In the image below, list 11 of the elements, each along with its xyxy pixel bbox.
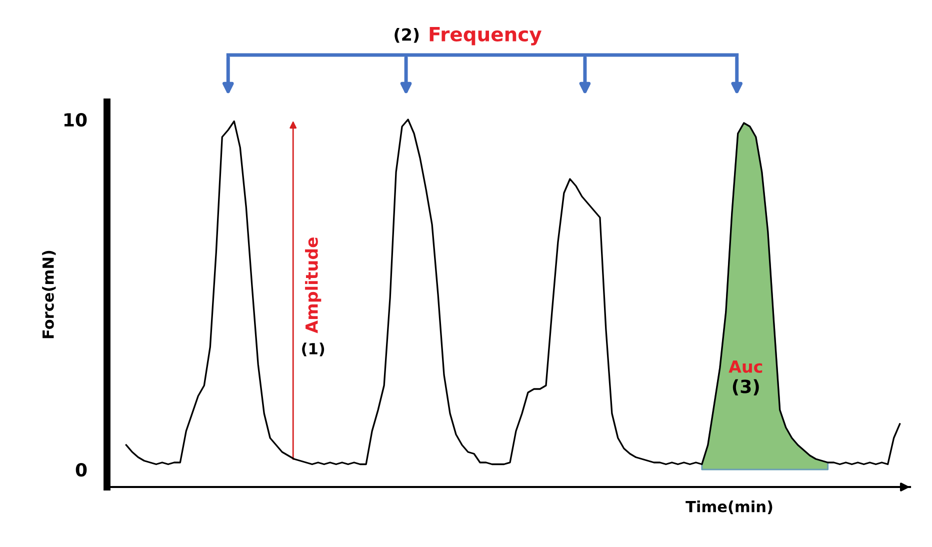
y-axis-title: Force(mN) <box>42 250 56 338</box>
annotation: Auc <box>728 360 762 373</box>
annotation: (3) <box>732 379 759 396</box>
annotation: Amplitude <box>305 237 322 334</box>
text: Frequency <box>430 27 542 46</box>
line-series <box>125 118 901 466</box>
x-axis-title: Time(min) <box>686 500 772 514</box>
y-tick-label: 0 <box>76 462 87 477</box>
y-tick-label: 10 <box>64 112 87 127</box>
annotation: (1) <box>302 342 324 356</box>
text: (2) <box>394 28 419 43</box>
